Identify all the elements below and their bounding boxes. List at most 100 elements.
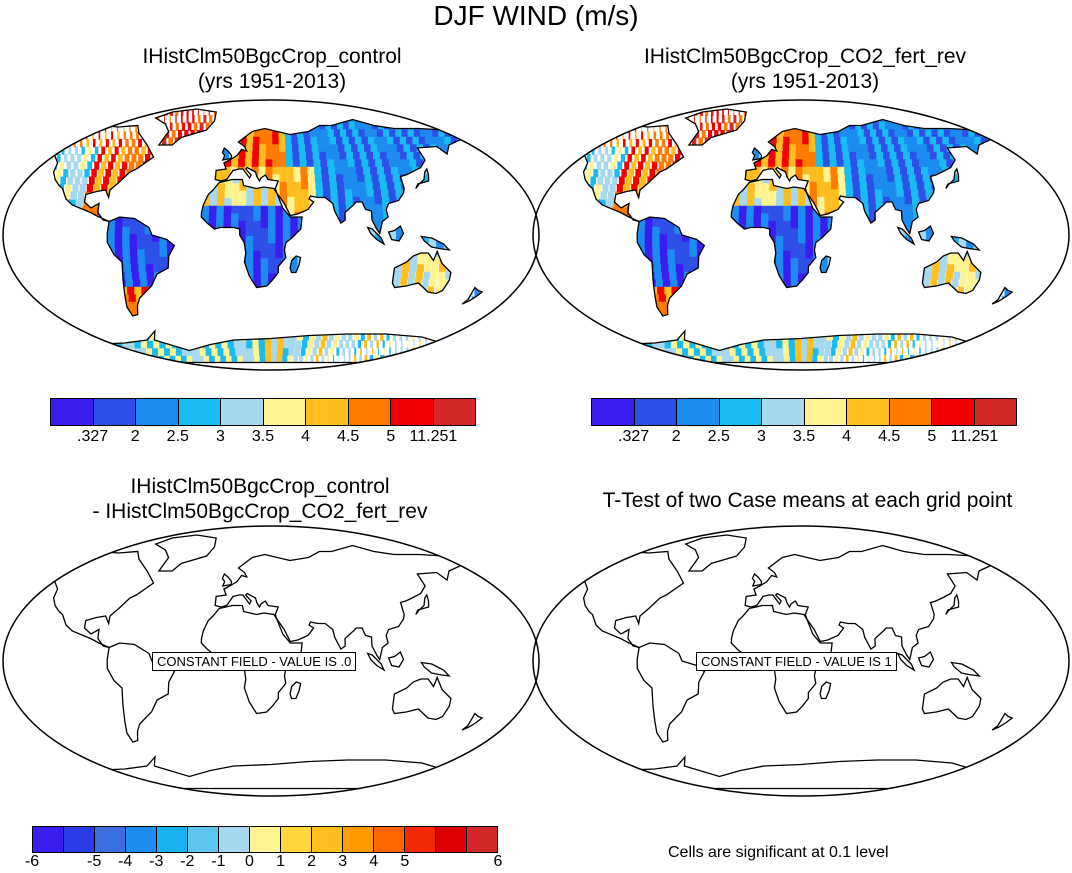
coastline-newZealand [461, 286, 484, 305]
colorbar-swatch [51, 399, 94, 425]
coastline-borneo [387, 650, 405, 668]
colorbar-tick-label: 11.251 [409, 428, 458, 445]
coastline-sumatra [896, 652, 916, 672]
coastline-britain [751, 572, 763, 587]
colorbar-swatch [932, 399, 975, 425]
colorbar-swatch [263, 399, 306, 425]
colorbar-tick-label: -3 [149, 853, 164, 870]
coastline-eurasia [744, 118, 993, 236]
colorbar-tick-label: 2.5 [707, 428, 730, 445]
coastline-newGuinea [420, 661, 451, 677]
colorbar-tick-label: 3 [338, 853, 348, 870]
colorbar-tick-label: 11.251 [950, 428, 999, 445]
coastline-britain [221, 146, 233, 161]
coastline-eurasia [214, 544, 463, 662]
coastline-japan [415, 167, 430, 189]
colorbar-swatch [433, 399, 475, 425]
coastline-southAmerica [636, 642, 706, 743]
colorbar-tick-label: -1 [211, 853, 226, 870]
colorbar-tick-label: 4 [369, 853, 379, 870]
panel-title-line1: IHistClm50BgcCrop_control [142, 45, 402, 68]
coastline-madagascar [819, 255, 832, 274]
coastline-greenland [154, 534, 217, 572]
colorbar-swatch [306, 399, 349, 425]
colorbar-tick-label: 4 [842, 428, 852, 445]
panel-title-co2: IHistClm50BgcCrop_CO2_fert_rev (yrs 1951… [555, 44, 1055, 94]
significance-note: Cells are significant at 0.1 level [668, 844, 889, 861]
colorbar-swatch [677, 399, 720, 425]
colorbar-swatch [64, 827, 95, 852]
colorbar-swatch [343, 827, 374, 852]
colorbar-co2 [591, 398, 1017, 426]
coastline-japan [945, 593, 960, 615]
coastline-newGuinea [950, 661, 981, 677]
coastline-southAmerica [636, 216, 706, 317]
colorbar-swatch [592, 399, 635, 425]
colorbar-tick-label: 4.5 [878, 428, 901, 445]
panel-title-line2: - IHistClm50BgcCrop_CO2_fert_rev [92, 500, 428, 523]
colorbar-tick-label: 4.5 [337, 428, 360, 445]
panel-title-line2: (yrs 1951-2013) [197, 70, 347, 93]
colorbar-tick-label: .327 [77, 428, 109, 445]
coastline-australia [921, 249, 982, 295]
panel-title-control: IHistClm50BgcCrop_control (yrs 1951-2013… [22, 44, 522, 94]
coastline-eurasia [744, 544, 993, 662]
colorbar-difference [32, 826, 498, 853]
colorbar-tick-label: -6 [24, 853, 40, 870]
colorbar-swatch [374, 827, 405, 852]
colorbar-tick-label: 3.5 [792, 428, 816, 445]
coastline-southAmerica [106, 216, 176, 317]
colorbar-tick-label: 2 [130, 428, 140, 445]
colorbar-tick-label: -2 [180, 853, 195, 870]
colorbar-swatch [188, 827, 219, 852]
colorbar-swatch [250, 827, 281, 852]
coastline-newZealand [991, 286, 1014, 305]
coastline-australia [391, 675, 452, 721]
panel-title-line2: (yrs 1951-2013) [730, 70, 880, 93]
colorbar-swatch [719, 399, 762, 425]
map-control [2, 99, 540, 371]
constant-field-label: CONSTANT FIELD - VALUE IS .0 [152, 652, 357, 671]
coastline-borneo [917, 650, 935, 668]
map-co2-fert-rev [532, 99, 1070, 371]
colorbar-swatch [221, 399, 264, 425]
colorbar-swatch [634, 399, 677, 425]
colorbar-tick-label: 1 [276, 853, 285, 870]
coastline-newGuinea [420, 235, 451, 251]
coastline-eurasia [214, 118, 463, 236]
colorbar-swatch [33, 827, 64, 852]
colorbar-tick-label: .327 [618, 428, 650, 445]
colorbar-swatch [391, 399, 434, 425]
colorbar-ticks-control: .327 2 2.5 3 3.5 4 4.5 5 11.251 [50, 428, 476, 448]
colorbar-swatch [93, 399, 136, 425]
colorbar-tick-label: 6 [493, 853, 503, 870]
coastline-southAmerica [106, 642, 176, 743]
colorbar-swatch [157, 827, 188, 852]
coastline-madagascar [819, 681, 832, 700]
colorbar-tick-label: 5 [400, 853, 410, 870]
colorbar-swatch [974, 399, 1016, 425]
panel-title-ttest: T-Test of two Case means at each grid po… [602, 489, 1013, 512]
colorbar-tick-label: 4 [301, 428, 311, 445]
colorbar-tick-label: 2 [671, 428, 681, 445]
coastline-japan [945, 167, 960, 189]
coastline-africa [200, 178, 303, 289]
colorbar-swatch [281, 827, 312, 852]
colorbar-tick-label: -5 [87, 853, 102, 870]
colorbar-tick-label: -4 [118, 853, 133, 870]
colorbar-tick-label: 5 [927, 428, 937, 445]
colorbar-swatch [889, 399, 932, 425]
coastline-japan [415, 593, 430, 615]
coastline-borneo [387, 224, 405, 242]
colorbar-tick-label: 3 [215, 428, 225, 445]
map-frame [2, 525, 540, 797]
coastline-madagascar [289, 255, 302, 274]
coastline-sumatra [896, 226, 916, 246]
panel-title-difference: IHistClm50BgcCrop_control - IHistClm50Bg… [10, 474, 510, 524]
colorbar-swatch [804, 399, 847, 425]
colorbar-tick-label: 2 [307, 853, 317, 870]
coastline-newGuinea [950, 235, 981, 251]
coastline-greenland [684, 534, 747, 572]
panel-title-line1: IHistClm50BgcCrop_CO2_fert_rev [643, 45, 967, 68]
colorbar-swatch [126, 827, 157, 852]
